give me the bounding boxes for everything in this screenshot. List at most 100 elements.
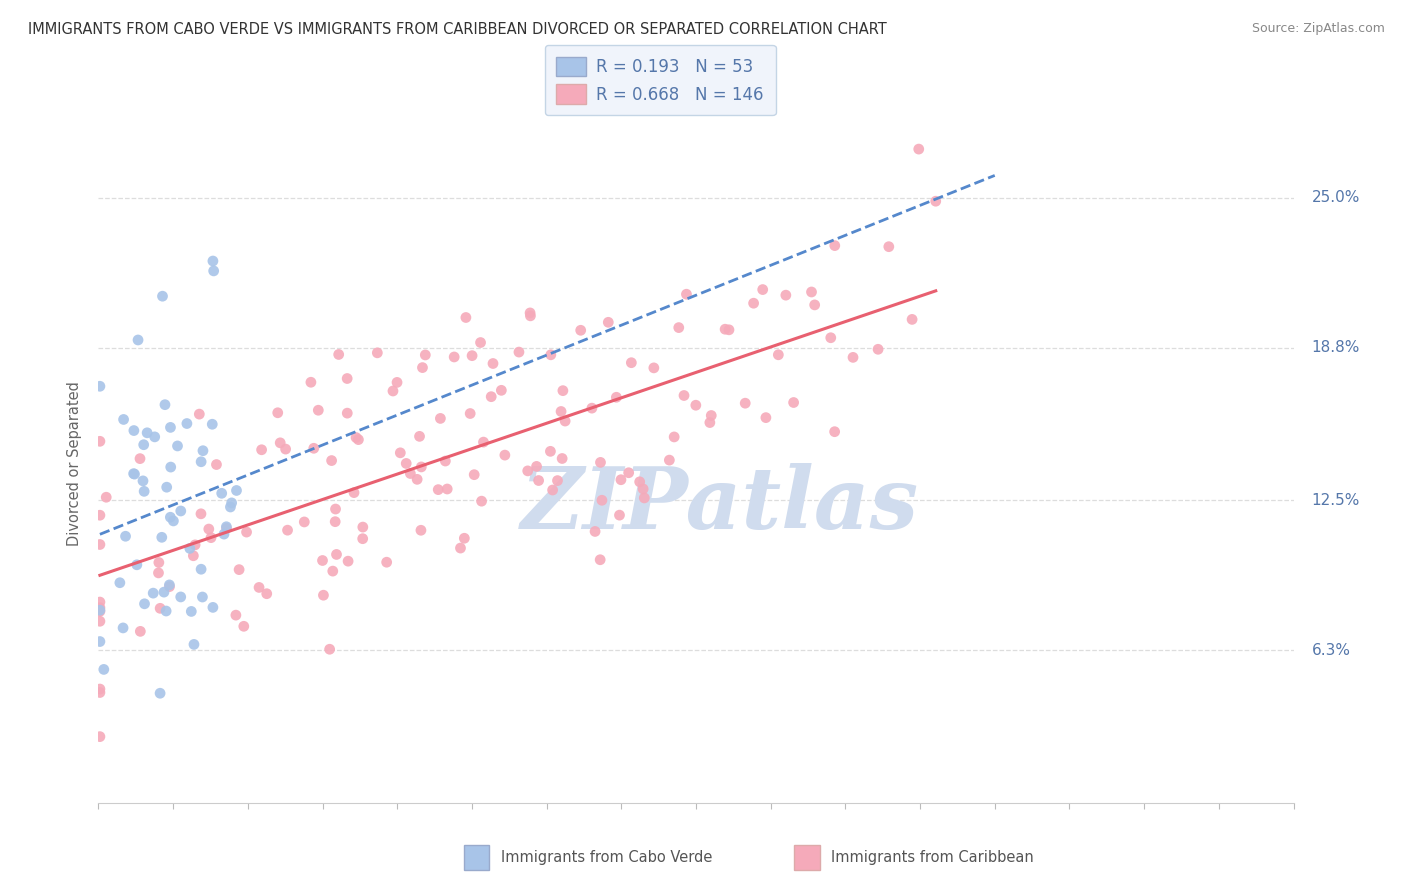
Point (526, 459, 548, 474)
Point (427, 483, 450, 497)
Point (200, 531, 222, 545)
Point (89, 595, 111, 609)
Point (519, 306, 541, 320)
Point (842, 351, 865, 365)
Point (89, 600, 111, 615)
Text: 6.3%: 6.3% (1312, 643, 1350, 657)
Point (89, 681, 111, 696)
Point (93, 662, 115, 676)
Point (583, 524, 606, 539)
Point (322, 564, 344, 578)
Point (479, 390, 502, 404)
Point (551, 384, 574, 398)
Legend: R = 0.193   N = 53, R = 0.668   N = 146: R = 0.193 N = 53, R = 0.668 N = 146 (544, 45, 776, 115)
Point (454, 310, 477, 325)
Point (114, 529, 136, 543)
Point (325, 502, 347, 516)
Point (89, 730, 111, 744)
Point (471, 494, 494, 508)
Point (717, 323, 740, 337)
Point (768, 348, 790, 362)
Point (589, 455, 612, 469)
Point (89, 604, 111, 618)
Point (89, 603, 111, 617)
Point (554, 414, 576, 428)
Point (157, 578, 180, 592)
Point (205, 458, 228, 472)
Point (162, 514, 184, 528)
Point (352, 532, 374, 546)
Point (413, 348, 436, 362)
Text: 18.8%: 18.8% (1312, 340, 1360, 355)
Point (343, 485, 366, 500)
Point (699, 416, 721, 430)
Point (228, 563, 250, 577)
Point (159, 420, 181, 434)
Point (803, 298, 825, 312)
Point (323, 515, 346, 529)
Point (443, 350, 465, 364)
Point (150, 530, 173, 544)
Point (215, 520, 238, 534)
Point (132, 438, 155, 452)
Point (550, 404, 572, 418)
Point (453, 531, 475, 545)
Point (143, 430, 166, 444)
Point (482, 357, 505, 371)
Point (668, 320, 690, 334)
Point (658, 453, 681, 467)
Point (318, 642, 340, 657)
Point (662, 430, 685, 444)
Point (820, 331, 842, 345)
Point (269, 435, 291, 450)
Point (89, 508, 111, 523)
Point (450, 541, 472, 555)
Point (152, 289, 174, 303)
Text: Immigrants from Cabo Verde: Immigrants from Cabo Verde (501, 850, 711, 864)
Point (581, 401, 603, 416)
Point (700, 409, 723, 423)
Point (516, 464, 538, 478)
Point (321, 453, 343, 467)
Point (134, 597, 156, 611)
Point (519, 309, 541, 323)
Point (96, 490, 118, 504)
Point (148, 556, 170, 570)
Point (411, 360, 433, 375)
Point (112, 412, 135, 426)
Point (183, 637, 205, 651)
Text: 12.5%: 12.5% (1312, 492, 1360, 508)
Point (675, 287, 697, 301)
Point (225, 483, 247, 498)
Point (202, 264, 225, 278)
Point (125, 558, 148, 572)
Point (494, 448, 516, 462)
Point (211, 486, 233, 500)
Point (598, 315, 620, 329)
Point (742, 296, 765, 310)
Point (312, 588, 335, 602)
Text: IMMIGRANTS FROM CABO VERDE VS IMMIGRANTS FROM CARIBBEAN DIVORCED OR SEPARATED CO: IMMIGRANTS FROM CABO VERDE VS IMMIGRANTS… (28, 22, 887, 37)
Point (267, 406, 290, 420)
Point (159, 580, 181, 594)
Point (547, 474, 569, 488)
Point (198, 522, 221, 536)
Point (124, 467, 146, 482)
Point (274, 442, 297, 456)
Point (569, 323, 592, 337)
Point (336, 371, 359, 385)
Point (166, 439, 188, 453)
Point (122, 467, 145, 481)
Point (191, 590, 214, 604)
Point (142, 586, 165, 600)
Point (221, 496, 243, 510)
Point (148, 566, 170, 580)
Point (399, 467, 422, 481)
Point (225, 608, 247, 623)
Point (389, 446, 412, 460)
Point (907, 142, 929, 156)
Point (408, 429, 430, 443)
Point (134, 484, 156, 499)
Text: Immigrants from Caribbean: Immigrants from Caribbean (831, 850, 1033, 864)
Point (89, 614, 111, 628)
